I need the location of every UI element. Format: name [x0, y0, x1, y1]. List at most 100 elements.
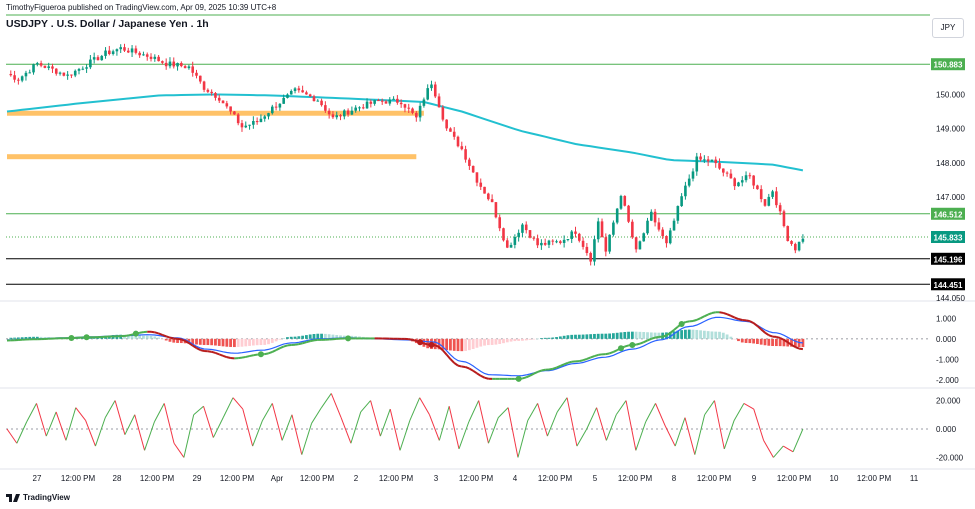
- candle-body: [354, 107, 357, 111]
- signal-segment: [196, 347, 201, 351]
- osc-segment: [232, 397, 244, 410]
- osc-segment: [212, 417, 224, 438]
- macd-histogram-bar: [308, 334, 312, 339]
- candle-body: [479, 182, 483, 187]
- macd-histogram-bar: [551, 337, 555, 339]
- crossover-dot: [428, 341, 435, 348]
- osc-segment: [605, 414, 617, 441]
- candle-body: [505, 240, 509, 248]
- candle-body: [115, 49, 119, 52]
- candle-body: [358, 107, 361, 109]
- macd-histogram-bar: [513, 338, 517, 342]
- signal-segment: [211, 350, 216, 354]
- signal-segment: [442, 349, 448, 356]
- candle-body: [426, 88, 429, 100]
- signal-segment: [522, 376, 527, 380]
- signal-segment: [264, 352, 269, 356]
- signal-segment: [567, 360, 572, 364]
- candle-body: [293, 88, 297, 91]
- macd-histogram-bar: [771, 338, 774, 346]
- candle-body: [748, 175, 752, 177]
- macd-histogram-bar: [725, 334, 729, 339]
- signal-segment: [245, 355, 250, 358]
- macd-histogram-bar: [251, 338, 255, 346]
- osc-segment: [458, 421, 470, 450]
- candle-body: [217, 97, 221, 101]
- macd-histogram-bar: [498, 338, 502, 344]
- price-tag-145.833: [931, 230, 965, 243]
- currency-button[interactable]: JPY: [932, 18, 964, 38]
- candle-body: [111, 51, 115, 55]
- osc-segment: [664, 425, 676, 447]
- candle-body: [691, 171, 695, 179]
- osc-segment: [134, 414, 146, 451]
- osc-segment: [596, 407, 607, 441]
- osc-segment: [35, 403, 47, 437]
- price-tick: 148.000: [936, 159, 965, 168]
- macd-histogram-bar: [259, 338, 263, 346]
- osc-segment: [674, 417, 686, 447]
- candle-body: [263, 116, 267, 119]
- macd-tick: -2.000: [936, 376, 959, 385]
- candle-body: [703, 159, 706, 161]
- candle-body: [536, 238, 539, 246]
- candle-body: [104, 50, 107, 56]
- candle-body: [123, 47, 126, 51]
- macd-histogram-bar: [138, 335, 142, 339]
- macd-histogram-bar: [327, 334, 331, 339]
- candle-body: [324, 105, 327, 111]
- candle-body: [161, 61, 164, 63]
- macd-histogram-bar: [547, 337, 551, 339]
- candle-body: [676, 206, 680, 221]
- macd-histogram-bar: [157, 337, 160, 339]
- candle-body: [54, 68, 58, 74]
- osc-tick: -20.000: [936, 453, 964, 462]
- signal-segment: [605, 352, 610, 356]
- publisher-credit: TimothyFigueroa published on TradingView…: [6, 3, 277, 12]
- candle-body: [445, 119, 448, 129]
- signal-segment: [779, 337, 785, 341]
- macd-histogram-bar: [517, 338, 521, 341]
- osc-segment: [16, 421, 28, 444]
- candle-body: [308, 94, 312, 97]
- macd-histogram-bar: [763, 338, 767, 346]
- macd-histogram-bar: [539, 338, 543, 339]
- candle-body: [411, 108, 414, 113]
- candle-body: [452, 131, 456, 137]
- candle-body: [297, 88, 301, 91]
- tradingview-icon: [6, 493, 20, 502]
- macd-histogram-bar: [509, 338, 513, 342]
- time-tick: Apr: [271, 474, 284, 483]
- macd-histogram-bar: [267, 338, 270, 345]
- signal-segment: [541, 368, 546, 372]
- candle-body: [51, 66, 54, 69]
- crossover-dot: [515, 375, 522, 382]
- candle-body: [320, 100, 323, 106]
- osc-segment: [75, 407, 87, 421]
- candle-body: [581, 240, 585, 247]
- brand-label: TradingView: [23, 493, 70, 502]
- signal-segment: [669, 329, 675, 334]
- candle-body: [585, 246, 589, 254]
- candle-body: [130, 48, 134, 53]
- signal-segment: [537, 369, 542, 373]
- candle-body: [206, 89, 210, 92]
- candle-body: [195, 72, 198, 76]
- macd-histogram-bar: [221, 338, 225, 347]
- osc-segment: [45, 411, 57, 437]
- tradingview-logo[interactable]: TradingView: [6, 493, 70, 502]
- candle-body: [752, 175, 755, 186]
- macd-histogram-bar: [577, 334, 581, 339]
- candle-body: [255, 120, 259, 123]
- candle-body: [172, 61, 176, 67]
- candle-body: [58, 72, 62, 74]
- candle-body: [562, 239, 566, 243]
- ma-line: [6, 93, 804, 172]
- candle-body: [710, 159, 714, 162]
- macd-histogram-bar: [339, 335, 342, 339]
- signal-segment: [238, 356, 243, 360]
- candle-body: [468, 159, 471, 166]
- signal-segment: [177, 337, 182, 341]
- macd-histogram-bar: [323, 333, 327, 339]
- candle-body: [464, 149, 467, 160]
